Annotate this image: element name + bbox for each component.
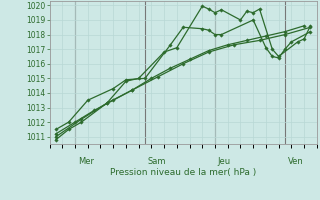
Text: Ven: Ven [288, 156, 303, 165]
X-axis label: Pression niveau de la mer( hPa ): Pression niveau de la mer( hPa ) [110, 168, 256, 177]
Text: Mer: Mer [78, 156, 94, 165]
Text: Sam: Sam [148, 156, 166, 165]
Text: Jeu: Jeu [218, 156, 231, 165]
